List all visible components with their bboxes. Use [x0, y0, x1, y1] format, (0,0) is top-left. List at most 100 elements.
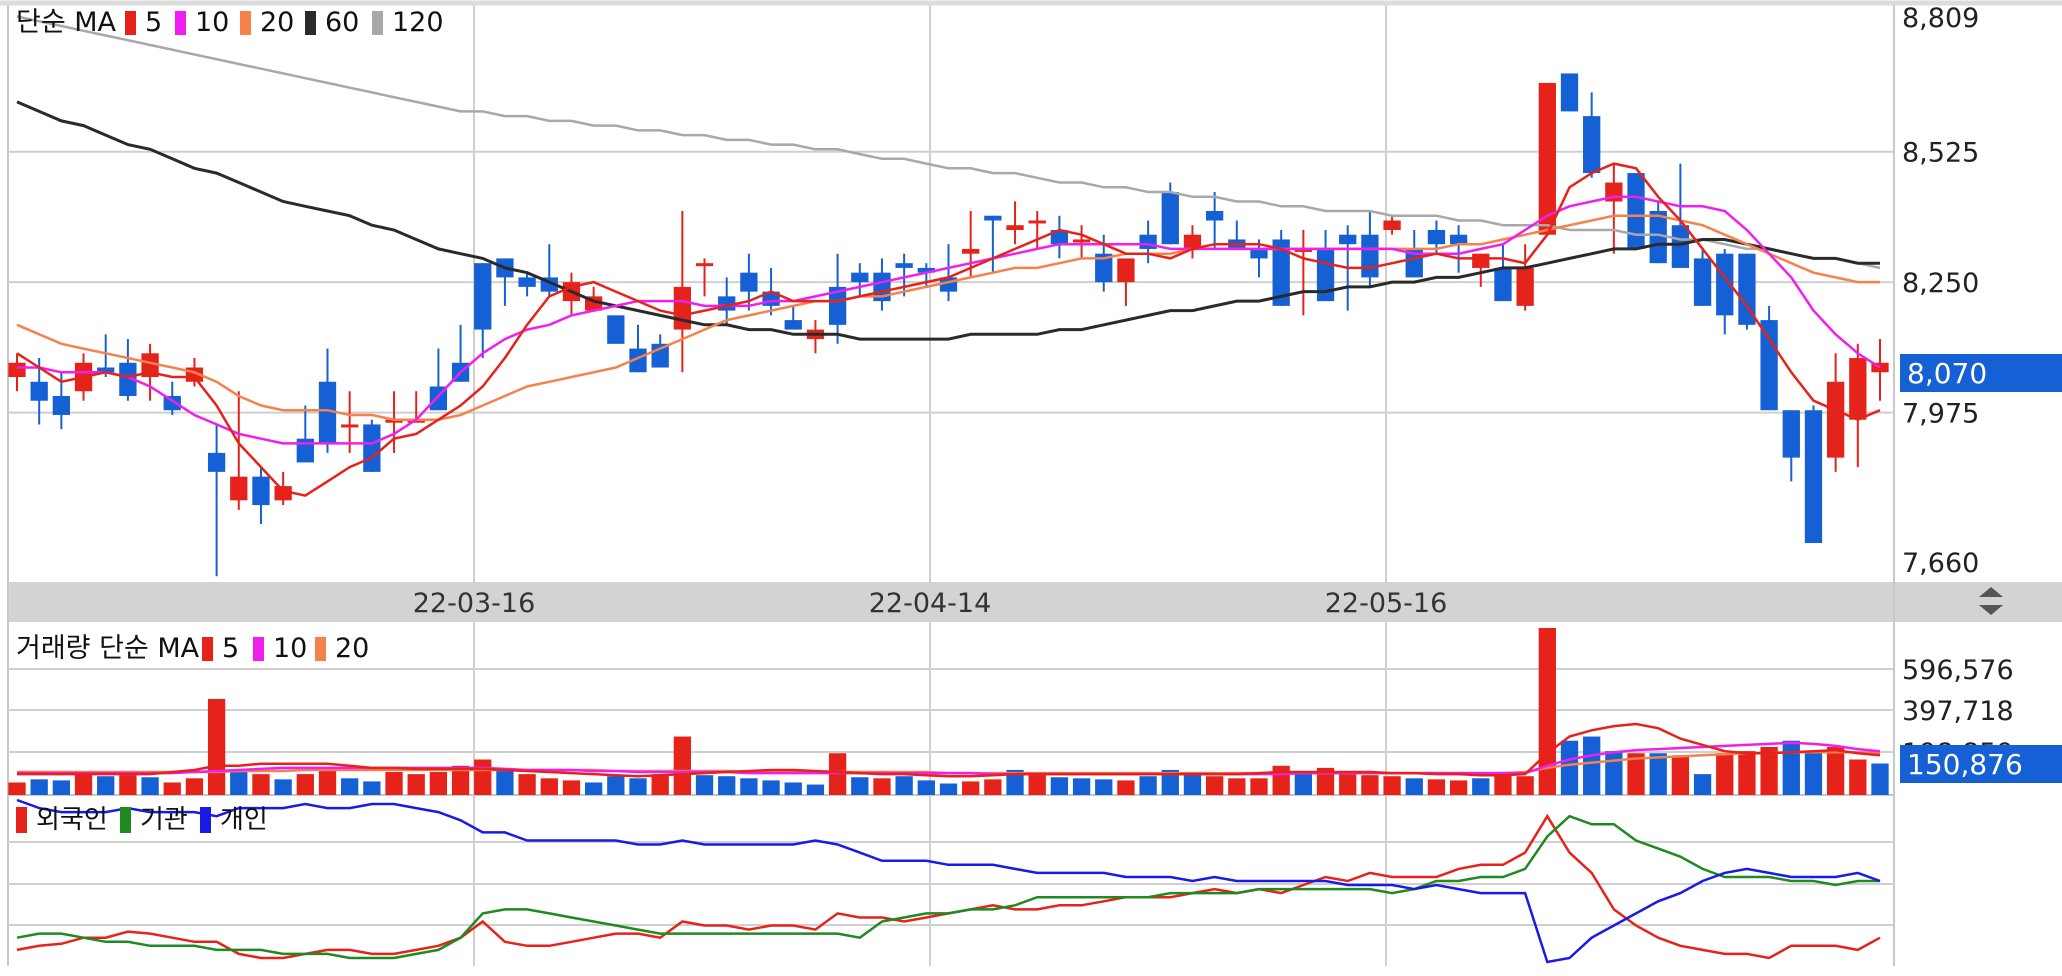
candle-body	[1782, 410, 1800, 458]
candle-body	[673, 286, 692, 330]
candle-body	[30, 381, 48, 401]
candle-body	[1095, 253, 1113, 283]
volume-bar	[1294, 774, 1313, 795]
candle-body	[984, 215, 1002, 221]
candle-body	[1560, 73, 1579, 112]
volume-tick-label: 596,576	[1902, 655, 2014, 686]
volume-bar	[1361, 775, 1379, 795]
volume-bar	[1339, 774, 1357, 795]
candle-body	[252, 476, 270, 506]
volume-bar	[1494, 774, 1512, 795]
ma5-line	[16, 162, 1881, 497]
inv-legend-label-individual: 개인	[220, 805, 268, 835]
candle-body	[917, 267, 935, 273]
volume-bar	[1272, 765, 1290, 795]
volume-bar	[1183, 774, 1202, 795]
candle-body	[1294, 248, 1313, 252]
current-volume-label: 150,876	[1907, 748, 2023, 781]
volume-bar	[1738, 751, 1756, 795]
candle-body	[363, 424, 381, 472]
candle-body	[1583, 116, 1601, 174]
volume-bar	[1560, 740, 1579, 795]
volume-bar	[718, 776, 736, 795]
volume-bar	[1383, 776, 1401, 795]
volume-bar	[1826, 746, 1845, 795]
candle-body	[1871, 362, 1889, 373]
volume-bar	[1028, 775, 1046, 795]
inv-legend-swatch-individual	[200, 807, 211, 833]
volume-ma10-line	[17, 741, 1881, 776]
candle-body	[1383, 220, 1401, 230]
volume-bar	[318, 767, 337, 795]
volume-bar	[1228, 778, 1246, 795]
volume-bar	[1605, 751, 1623, 795]
candle-body	[1671, 225, 1690, 268]
volume-bar	[496, 769, 514, 795]
volume-bar	[962, 781, 980, 795]
volume-ma5-line	[17, 722, 1881, 778]
volume-bar	[939, 783, 958, 795]
volume-legend: 거래량 단순 MA 5 10 20	[16, 633, 369, 664]
inv-legend-swatch-institution	[120, 807, 131, 833]
candle-body	[207, 452, 226, 472]
candle-body	[1849, 358, 1867, 420]
volume-bar	[1649, 753, 1667, 795]
volume-bar	[584, 782, 603, 795]
legend-swatch-ma20	[240, 11, 251, 35]
candle-body	[97, 367, 115, 373]
candle-body	[1494, 267, 1512, 302]
volume-bar	[119, 775, 137, 795]
volume-bar	[806, 784, 825, 795]
candle-body	[1361, 234, 1379, 278]
volume-bar	[917, 780, 935, 795]
volume-bar	[1427, 779, 1446, 795]
inv-legend-swatch-foreign	[16, 807, 27, 833]
volume-bar	[74, 774, 93, 795]
date-label-2: 22-04-14	[869, 588, 992, 619]
volume-bar	[363, 781, 381, 795]
volume-bar	[1693, 774, 1712, 795]
candle-body	[385, 419, 403, 423]
volume-bar	[784, 782, 802, 795]
candle-body	[1516, 267, 1534, 306]
panel-resize-handle-icon[interactable]	[1979, 587, 2003, 615]
volume-bar	[1583, 736, 1601, 795]
price-tick-label: 7,975	[1902, 399, 1979, 430]
candle-body	[1472, 253, 1490, 268]
volume-bar	[1760, 746, 1778, 795]
ma20-line	[16, 214, 1880, 421]
date-label-3: 22-05-16	[1325, 588, 1448, 619]
volume-bar	[97, 776, 115, 795]
volume-bar	[984, 779, 1002, 795]
candle-body	[163, 395, 181, 411]
volume-bar	[1139, 776, 1157, 795]
volume-bar	[651, 774, 669, 795]
volume-tick-label: 397,718	[1902, 696, 2014, 727]
candle-body	[1006, 225, 1024, 230]
volume-bar	[851, 777, 869, 795]
vol-legend-swatch-ma5	[202, 637, 213, 661]
candle-body	[1405, 248, 1423, 278]
volume-bar	[1849, 759, 1867, 795]
candle-body	[1117, 258, 1135, 283]
volume-bar	[1072, 778, 1091, 795]
volume-bar	[1871, 763, 1889, 795]
candle-body	[740, 272, 758, 292]
candle-body	[1649, 210, 1667, 264]
candle-body	[1760, 320, 1778, 411]
volume-bar	[1095, 779, 1113, 795]
legend-label-ma10: 10	[195, 7, 229, 38]
volume-bar	[562, 780, 581, 795]
volume-bar	[1117, 780, 1135, 795]
candle-body	[407, 419, 425, 423]
legend-swatch-ma10	[175, 11, 186, 35]
volume-bar	[1316, 767, 1335, 795]
volume-bar	[1250, 778, 1268, 795]
volume-bar	[629, 778, 647, 795]
legend-swatch-ma120	[372, 11, 383, 35]
volume-bar	[1671, 755, 1690, 795]
volume-bar	[30, 779, 48, 795]
volume-bar	[1405, 778, 1423, 795]
volume-bar	[1050, 777, 1069, 795]
